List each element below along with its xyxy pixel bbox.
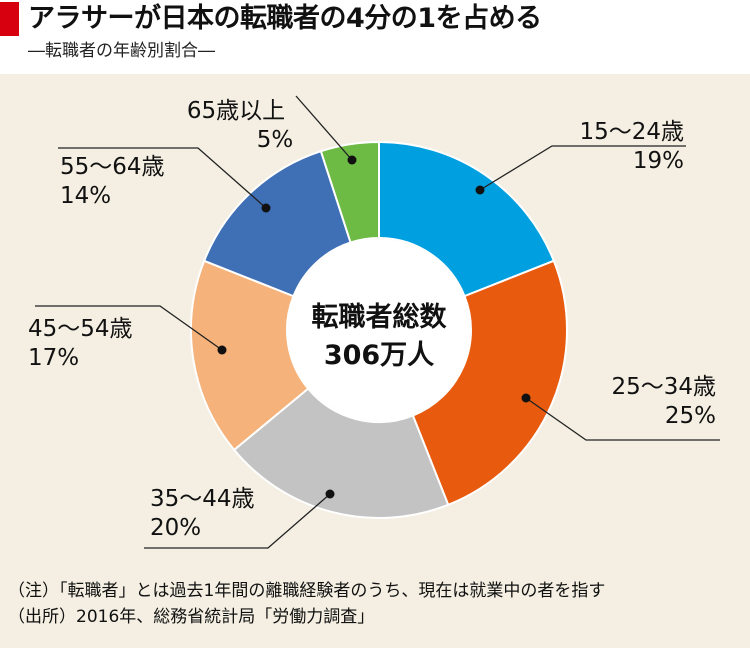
- leader-line-0: [479, 145, 686, 191]
- donut-chart: 転職者総数 306万人 15〜24歳 19% 25〜34歳 25% 35〜44歳 20% 45〜…: [28, 95, 720, 549]
- chart-title: アラサーが日本の転職者の4分の1を占める: [28, 3, 542, 34]
- header: アラサーが日本の転職者の4分の1を占める ―転職者の年齢別割合―: [0, 0, 750, 74]
- leader-line-5: [295, 95, 353, 161]
- slice-label-1: 25〜34歳: [611, 374, 716, 400]
- donut-slice-1: [411, 259, 568, 507]
- leader-line-4: [58, 147, 267, 209]
- leader-dot-0: [475, 185, 485, 195]
- slice-percent-5: 5%: [257, 127, 294, 153]
- slice-label-2: 35〜44歳: [150, 486, 255, 512]
- slice-percent-1: 25%: [665, 403, 716, 429]
- slice-label-0: 15〜24歳: [579, 119, 684, 145]
- donut-center: [288, 239, 470, 421]
- donut-slice-2: [232, 387, 450, 519]
- chart-panel: 転職者総数 306万人 15〜24歳 19% 25〜34歳 25% 35〜44歳 20% 45〜…: [0, 74, 750, 648]
- slice-label-5: 65歳以上: [187, 98, 285, 124]
- slice-percent-4: 14%: [60, 183, 111, 209]
- slice-percent-0: 19%: [633, 148, 684, 174]
- note-definition: （注）「転職者」とは過去1年間の離職経験者のうち、現在は就業中の者を指す: [8, 581, 606, 601]
- leader-dot-4: [261, 203, 271, 213]
- slice-label-3: 45〜54歳: [28, 316, 133, 342]
- leader-line-3: [35, 305, 223, 351]
- leader-dot-2: [325, 489, 335, 499]
- slice-percent-3: 17%: [28, 345, 79, 371]
- leader-line-2: [144, 493, 331, 549]
- donut-slice-0: [378, 140, 556, 298]
- leader-line-1: [525, 397, 720, 441]
- center-label-line2: 306万人: [324, 340, 434, 371]
- slice-label-4: 55〜64歳: [60, 154, 165, 180]
- title-accent-bar: [0, 2, 19, 36]
- note-source: （出所）2016年、総務省統計局「労働力調査」: [8, 607, 375, 627]
- leader-dot-1: [521, 393, 531, 403]
- footnotes: （注）「転職者」とは過去1年間の離職経験者のうち、現在は就業中の者を指す （出所…: [8, 578, 748, 630]
- leader-dot-3: [217, 345, 227, 355]
- donut-slice-3: [190, 259, 310, 452]
- center-label-line1: 転職者総数: [312, 301, 448, 333]
- slice-percent-2: 20%: [150, 515, 201, 541]
- chart-subtitle: ―転職者の年齢別割合―: [28, 41, 215, 61]
- leader-dot-5: [347, 155, 357, 165]
- donut-slice-5: [319, 140, 380, 244]
